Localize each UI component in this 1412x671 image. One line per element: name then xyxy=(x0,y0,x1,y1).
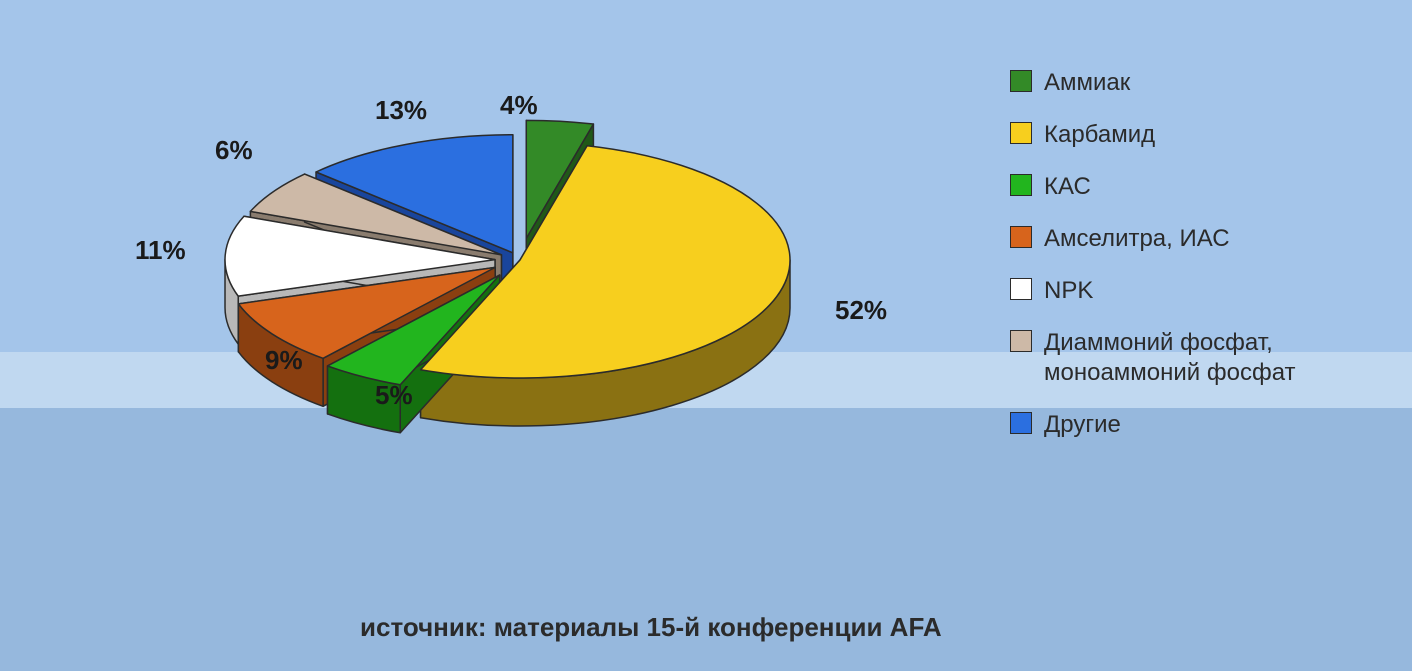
slice-percent-label: 6% xyxy=(215,135,253,166)
legend-item: Карбамид xyxy=(1010,120,1370,150)
legend-label: КАС xyxy=(1044,172,1091,202)
legend-swatch xyxy=(1010,412,1032,434)
slice-percent-label: 13% xyxy=(375,95,427,126)
slice-percent-label: 11% xyxy=(135,235,186,266)
slice-percent-label: 5% xyxy=(375,380,413,411)
chart-canvas: 4% 52% 5% 9% 11% 6% 13% Аммиак Карбамид КАС Амсел… xyxy=(0,0,1412,671)
legend-item: NPK xyxy=(1010,276,1370,306)
legend-label: Карбамид xyxy=(1044,120,1155,150)
legend-swatch xyxy=(1010,70,1032,92)
legend-swatch xyxy=(1010,278,1032,300)
slice-percent-label: 9% xyxy=(265,345,303,376)
legend-item: Амселитра, ИАС xyxy=(1010,224,1370,254)
legend-swatch xyxy=(1010,174,1032,196)
legend-label: Другие xyxy=(1044,410,1121,440)
slice-percent-label: 4% xyxy=(500,90,538,121)
pie-chart: 4% 52% 5% 9% 11% 6% 13% xyxy=(0,0,1000,500)
legend-item: КАС xyxy=(1010,172,1370,202)
legend-label: Амселитра, ИАС xyxy=(1044,224,1230,254)
legend: Аммиак Карбамид КАС Амселитра, ИАС NPK Диаммо… xyxy=(1010,68,1370,462)
legend-label: Диаммоний фосфат, моноаммоний фосфат xyxy=(1044,328,1296,388)
legend-item: Аммиак xyxy=(1010,68,1370,98)
legend-swatch xyxy=(1010,330,1032,352)
legend-swatch xyxy=(1010,226,1032,248)
legend-item: Диаммоний фосфат, моноаммоний фосфат xyxy=(1010,328,1370,388)
legend-label: NPK xyxy=(1044,276,1093,306)
slice-percent-label: 52% xyxy=(835,295,887,326)
legend-item: Другие xyxy=(1010,410,1370,440)
legend-swatch xyxy=(1010,122,1032,144)
legend-label: Аммиак xyxy=(1044,68,1130,98)
source-caption: источник: материалы 15-й конференции AFA xyxy=(360,612,942,643)
